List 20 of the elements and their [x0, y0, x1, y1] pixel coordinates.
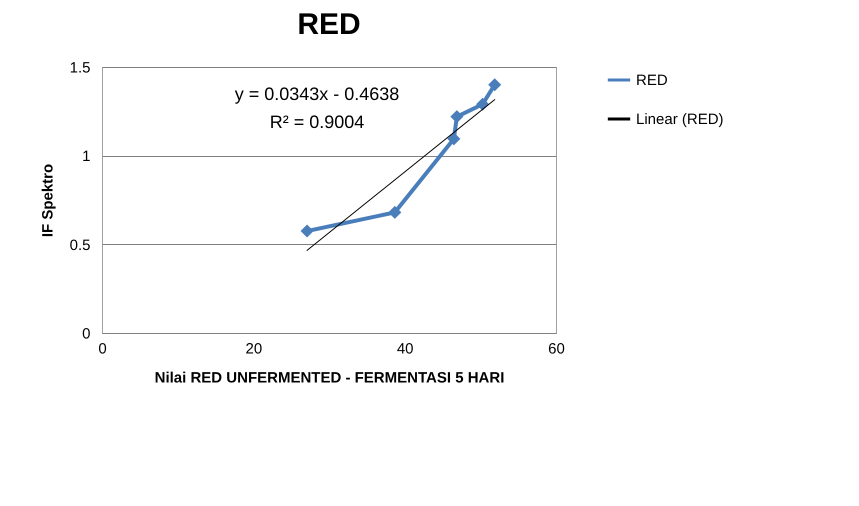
annotation: y = 0.0343x - 0.4638: [234, 84, 400, 104]
point: [488, 78, 502, 92]
y-axis-title: IF Spektro: [40, 164, 57, 238]
y-tick-label: 0: [82, 326, 90, 342]
annotation: R² = 0.9004: [270, 112, 364, 132]
legend-label: Linear (RED): [636, 111, 724, 128]
y-tick-label: 1: [82, 148, 90, 166]
y-tick-label: 0.5: [70, 236, 90, 254]
x-tick-label: 0: [98, 340, 107, 358]
y-tick-label: 1.5: [70, 60, 90, 76]
point: [450, 110, 464, 124]
x-tick-label: 40: [396, 340, 414, 358]
point: [447, 132, 460, 146]
point: [300, 224, 314, 238]
point: [388, 206, 402, 219]
x-tick-label: 20: [245, 340, 262, 358]
x-tick-label: 60: [548, 340, 565, 358]
legend-label: RED: [636, 72, 668, 89]
x-axis-title: Nilai RED UNFERMENTED - FERMENTASI 5 HARI: [154, 370, 504, 386]
chart-title: RED: [297, 8, 361, 41]
